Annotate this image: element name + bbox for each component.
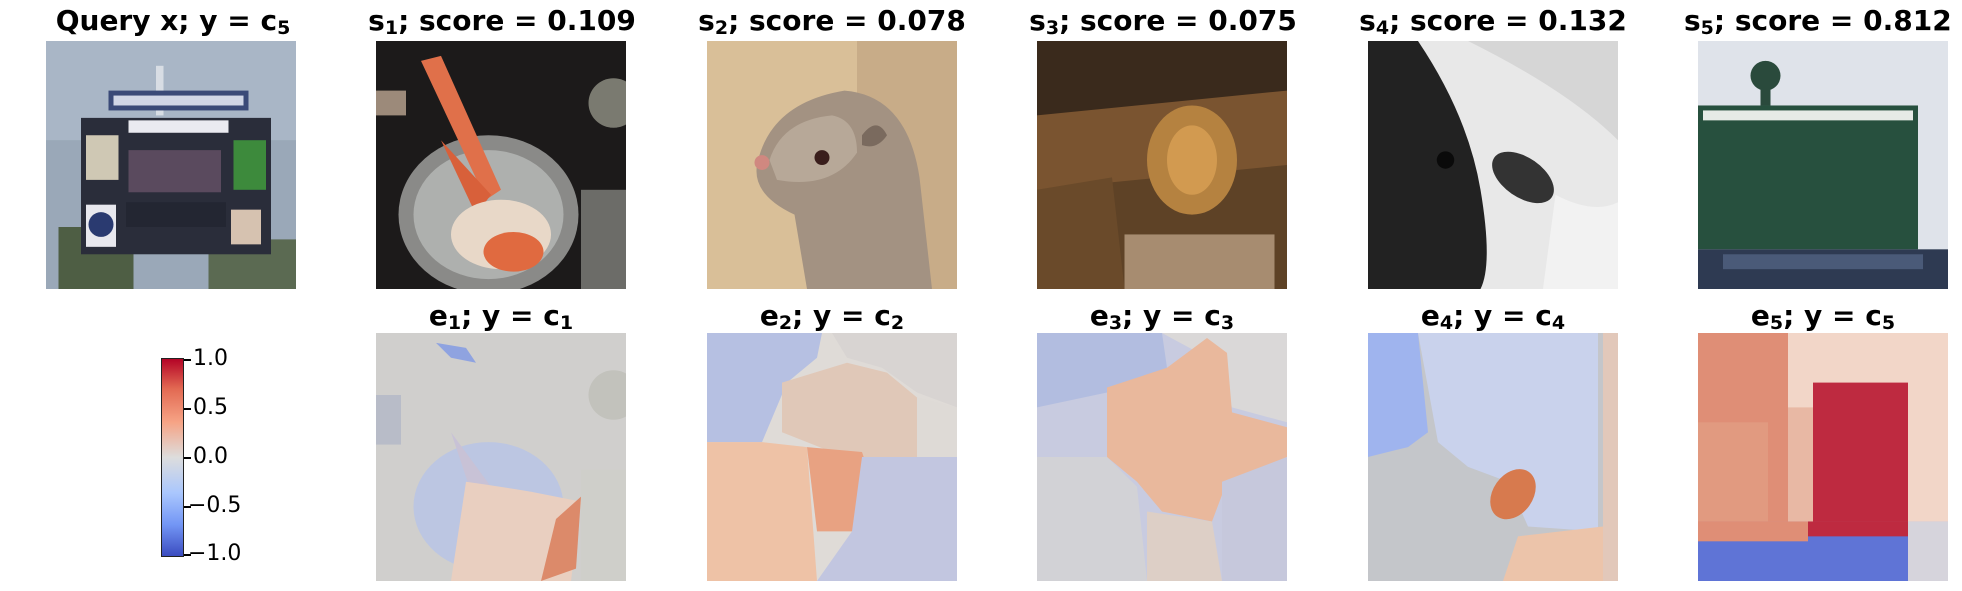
support-3-title: s3; score = 0.075 xyxy=(1029,4,1297,39)
explanation-5-heatmap xyxy=(1698,333,1948,581)
query-image xyxy=(46,41,296,289)
support-5-image xyxy=(1698,41,1948,289)
support-4-image xyxy=(1368,41,1618,289)
colorbar-tick-mark xyxy=(184,457,191,459)
colorbar xyxy=(161,358,184,557)
explanation-4-title: e4; y = c4 xyxy=(1420,299,1566,334)
support-1-image xyxy=(376,41,626,289)
explanation-3-title: e3; y = c3 xyxy=(1089,299,1235,334)
support-2-image xyxy=(707,41,957,289)
colorbar-tick-label: 1.0 xyxy=(193,346,228,371)
colorbar-tick-label: −0.5 xyxy=(188,493,242,518)
explanation-3-heatmap xyxy=(1037,333,1287,581)
support-4-title: s4; score = 0.132 xyxy=(1359,4,1627,39)
colorbar-tick-label: −1.0 xyxy=(188,541,242,566)
support-2-title: s2; score = 0.078 xyxy=(698,4,966,39)
colorbar-tick-mark xyxy=(184,506,191,508)
support-3-image xyxy=(1037,41,1287,289)
explanation-1-title: e1; y = c1 xyxy=(428,299,574,334)
colorbar-tick-label: 0.5 xyxy=(193,395,228,420)
explanation-2-title: e2; y = c2 xyxy=(759,299,905,334)
support-1-title: s1; score = 0.109 xyxy=(368,4,636,39)
colorbar-tick-mark xyxy=(184,408,191,410)
support-5-title: s5; score = 0.812 xyxy=(1684,4,1952,39)
explanation-2-heatmap xyxy=(707,333,957,581)
colorbar-tick-mark xyxy=(184,554,191,556)
colorbar-tick-mark xyxy=(184,359,191,361)
explanation-5-title: e5; y = c5 xyxy=(1750,299,1896,334)
query-title: Query x; y = c5 xyxy=(55,4,291,39)
explanation-4-heatmap xyxy=(1368,333,1618,581)
explanation-1-heatmap xyxy=(376,333,626,581)
colorbar-tick-label: 0.0 xyxy=(193,444,228,469)
